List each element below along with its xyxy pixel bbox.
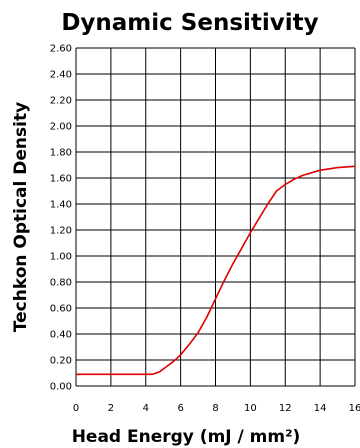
y-tick-label: 1.60 xyxy=(50,174,72,185)
y-tick-label: 2.60 xyxy=(50,44,72,55)
y-tick-label: 1.40 xyxy=(50,200,72,211)
y-axis-label: Techkon Optical Density xyxy=(11,102,31,332)
x-tick-label: 0 xyxy=(73,403,79,414)
x-tick-label: 6 xyxy=(177,403,183,414)
y-tick-label: 0.60 xyxy=(50,304,72,315)
x-tick-label: 10 xyxy=(244,403,257,414)
x-axis-label: Head Energy (mJ / mm²) xyxy=(72,427,301,447)
series-line-0 xyxy=(76,165,356,376)
y-tick-label: 0.40 xyxy=(50,330,72,341)
x-tick-label: 14 xyxy=(314,403,327,414)
y-tick-label: 2.00 xyxy=(50,122,72,133)
y-tick-label: 0.20 xyxy=(50,356,72,367)
x-tick-label: 16 xyxy=(349,403,360,414)
x-tick-label: 2 xyxy=(108,403,114,414)
x-tick-labels: 0 2 4 6 8 10 12 14 16 xyxy=(73,403,360,414)
y-tick-label: 0.00 xyxy=(50,382,72,393)
y-tick-label: 2.40 xyxy=(50,70,72,81)
y-tick-label: 0.80 xyxy=(50,278,72,289)
chart-title: Dynamic Sensitivity xyxy=(61,10,318,36)
y-tick-label: 1.20 xyxy=(50,226,72,237)
x-tick-label: 12 xyxy=(279,403,292,414)
x-tick-label: 4 xyxy=(143,403,149,414)
y-tick-label: 1.00 xyxy=(50,252,72,263)
series-group xyxy=(76,165,356,376)
y-tick-label: 2.20 xyxy=(50,96,72,107)
y-tick-labels: 0.00 0.20 0.40 0.60 0.80 1.00 1.20 1.40 1.60 1.80… xyxy=(50,44,72,393)
y-tick-label: 1.80 xyxy=(50,148,72,159)
grid xyxy=(75,47,356,387)
x-tick-label: 8 xyxy=(212,403,218,414)
